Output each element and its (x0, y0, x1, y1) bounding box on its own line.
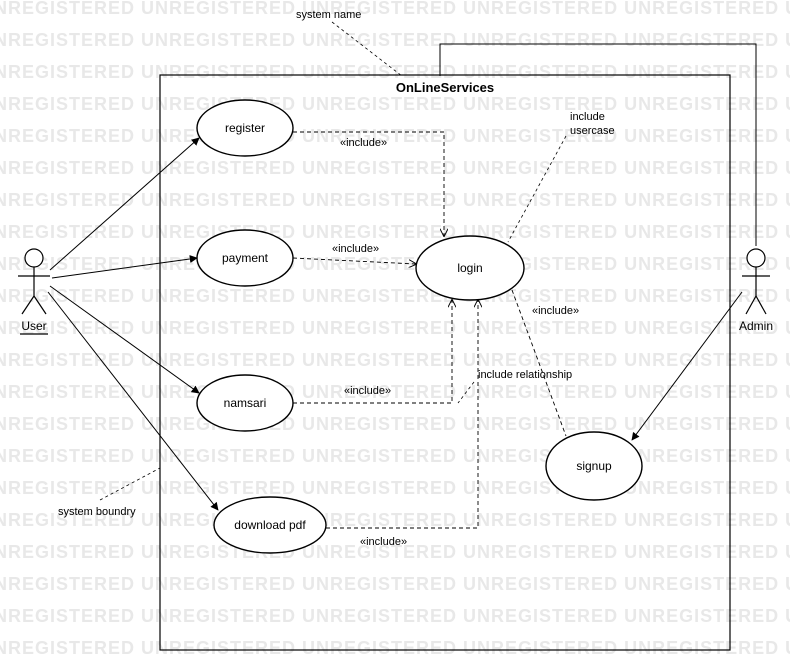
usecase-register: register (197, 100, 293, 156)
include-label-namsari: «include» (344, 385, 391, 397)
svg-text:UNREGISTERED UNREGISTERED UNRE: UNREGISTERED UNREGISTERED UNREGISTERED U… (0, 574, 790, 594)
watermark: UNREGISTERED UNREGISTERED UNREGISTERED U… (0, 0, 790, 668)
svg-text:system boundry: system boundry (58, 506, 136, 518)
svg-text:UNREGISTERED UNREGISTERED UNRE: UNREGISTERED UNREGISTERED UNREGISTERED U… (0, 350, 790, 370)
svg-text:include: include (570, 111, 605, 123)
usecase-login-label: login (457, 261, 482, 275)
include-label-payment: «include» (332, 243, 379, 255)
svg-text:UNREGISTERED UNREGISTERED UNRE: UNREGISTERED UNREGISTERED UNREGISTERED U… (0, 286, 790, 306)
actor-admin-label: Admin (739, 319, 773, 333)
svg-text:system name: system name (296, 9, 361, 21)
usecase-signup-label: signup (576, 459, 612, 473)
usecase-payment-label: payment (222, 251, 269, 265)
svg-text:UNREGISTERED UNREGISTERED UNRE: UNREGISTERED UNREGISTERED UNREGISTERED U… (0, 190, 790, 210)
svg-text:UNREGISTERED UNREGISTERED UNRE: UNREGISTERED UNREGISTERED UNREGISTERED U… (0, 126, 790, 146)
system-title: OnLineServices (396, 80, 494, 95)
svg-text:UNREGISTERED UNREGISTERED UNRE: UNREGISTERED UNREGISTERED UNREGISTERED U… (0, 62, 790, 82)
svg-text:UNREGISTERED UNREGISTERED UNRE: UNREGISTERED UNREGISTERED UNREGISTERED U… (0, 414, 790, 434)
svg-text:UNREGISTERED UNREGISTERED UNRE: UNREGISTERED UNREGISTERED UNREGISTERED U… (0, 606, 790, 626)
svg-text:UNREGISTERED UNREGISTERED UNRE: UNREGISTERED UNREGISTERED UNREGISTERED U… (0, 254, 790, 274)
svg-text:UNREGISTERED UNREGISTERED UNRE: UNREGISTERED UNREGISTERED UNREGISTERED U… (0, 222, 790, 242)
svg-text:UNREGISTERED UNREGISTERED UNRE: UNREGISTERED UNREGISTERED UNREGISTERED U… (0, 30, 790, 50)
usecase-login: login (416, 236, 524, 300)
usecase-download: download pdf (214, 497, 326, 553)
usecase-namsari: namsari (197, 375, 293, 431)
include-label-signup: «include» (532, 305, 579, 317)
svg-text:include relationship: include relationship (478, 369, 572, 381)
svg-text:UNREGISTERED UNREGISTERED UNRE: UNREGISTERED UNREGISTERED UNREGISTERED U… (0, 382, 790, 402)
usecase-payment: payment (197, 230, 293, 286)
svg-text:UNREGISTERED UNREGISTERED UNRE: UNREGISTERED UNREGISTERED UNREGISTERED U… (0, 446, 790, 466)
svg-text:UNREGISTERED UNREGISTERED UNRE: UNREGISTERED UNREGISTERED UNREGISTERED U… (0, 94, 790, 114)
usecase-download-label: download pdf (234, 518, 306, 532)
usecase-register-label: register (225, 121, 265, 135)
actor-user-label: User (21, 319, 46, 333)
include-label-register: «include» (340, 137, 387, 149)
svg-text:UNREGISTERED UNREGISTERED UNRE: UNREGISTERED UNREGISTERED UNREGISTERED U… (0, 158, 790, 178)
svg-text:UNREGISTERED UNREGISTERED UNRE: UNREGISTERED UNREGISTERED UNREGISTERED U… (0, 0, 790, 18)
usecase-signup: signup (546, 432, 642, 500)
svg-text:usercase: usercase (570, 125, 615, 137)
svg-text:UNREGISTERED UNREGISTERED UNRE: UNREGISTERED UNREGISTERED UNREGISTERED U… (0, 638, 790, 658)
usecase-namsari-label: namsari (224, 396, 267, 410)
svg-text:UNREGISTERED UNREGISTERED UNRE: UNREGISTERED UNREGISTERED UNREGISTERED U… (0, 478, 790, 498)
include-label-download: «include» (360, 536, 407, 548)
